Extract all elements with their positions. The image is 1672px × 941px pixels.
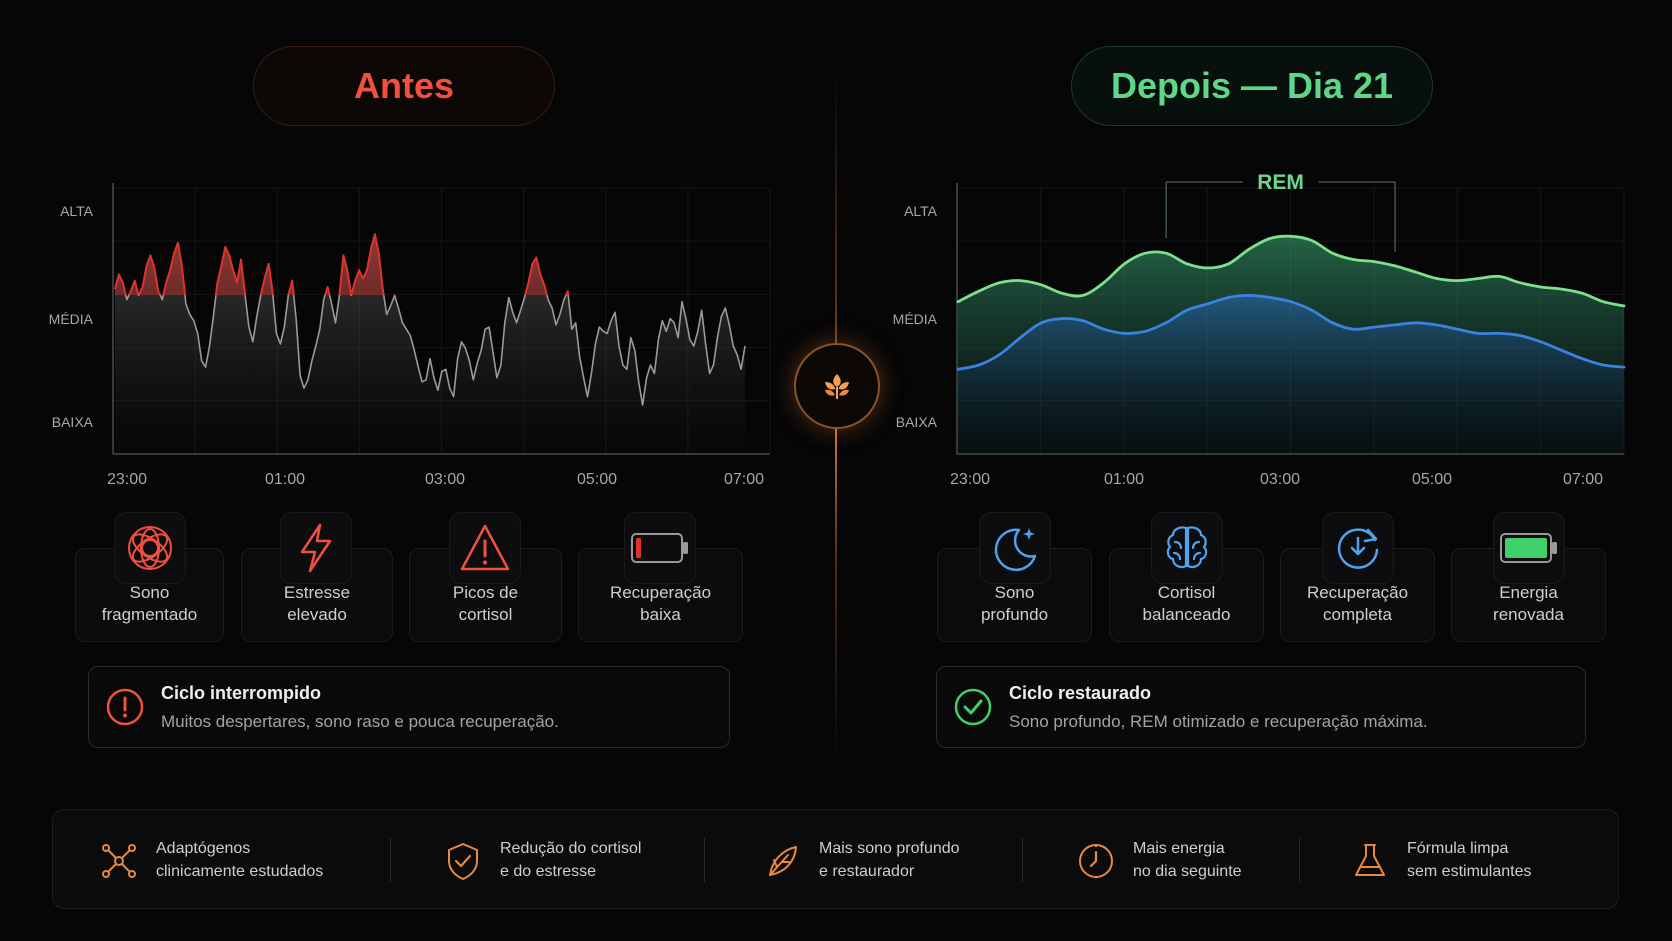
y-tick-label: BAIXA — [52, 414, 94, 430]
y-tick-label: ALTA — [904, 203, 938, 219]
x-tick-label: 05:00 — [1412, 471, 1452, 488]
card-label: Energia renovada — [1493, 583, 1564, 624]
rem-annotation-label: REM — [1257, 171, 1304, 194]
card-icon-tile — [1322, 512, 1394, 584]
check-circle-icon — [954, 688, 992, 726]
before-peak-line — [114, 233, 570, 295]
status-description: Sono profundo, REM otimizado e recuperaç… — [1009, 712, 1428, 731]
footer-separator — [1299, 838, 1300, 882]
card-label: Recuperação baixa — [609, 583, 712, 624]
card-label: Sono fragmentado — [101, 583, 198, 624]
benefits-footer: Adaptógenos clinicamente estudados Reduç… — [52, 809, 1619, 909]
after-sleep-chart: ALTA MÉDIA BAIXA 23:00 01:00 03:00 05:00 07:00 R… — [893, 171, 1626, 488]
card-icon-tile — [1151, 512, 1223, 584]
x-tick-label: 23:00 — [107, 471, 147, 488]
y-tick-label: MÉDIA — [49, 311, 94, 327]
after-blue-series-line — [956, 293, 1626, 371]
center-emblem — [794, 343, 880, 429]
card-label: Estresse elevado — [283, 583, 351, 624]
refresh-circle-icon — [1337, 528, 1379, 569]
after-title: Depois — Dia 21 — [1071, 46, 1433, 126]
x-tick-label: 03:00 — [425, 471, 465, 488]
footer-separator — [704, 838, 705, 882]
status-title: Ciclo restaurado — [1009, 683, 1152, 703]
benefit-text: Redução do cortisol e do estresse — [500, 840, 642, 880]
status-box-interrupted: Ciclo interrompido Muitos despertares, s… — [88, 666, 730, 748]
battery-full-icon — [1500, 533, 1557, 563]
card-icon-tile — [280, 512, 352, 584]
clock-icon — [1079, 844, 1113, 878]
status-title: Ciclo interrompido — [161, 683, 322, 703]
brain-icon — [1166, 526, 1208, 569]
card-label: Recuperação completa — [1306, 583, 1409, 624]
before-sleep-chart: ALTA MÉDIA BAIXA 23:00 01:00 03:00 05:00 07:00 — [49, 183, 771, 488]
card-label: Picos de cortisol — [452, 583, 519, 624]
sprout-icon — [825, 374, 849, 399]
card-icon-tile — [1493, 512, 1565, 584]
card-icon-tile — [449, 512, 521, 584]
before-area-fill — [115, 234, 745, 454]
alert-circle-icon — [106, 688, 144, 726]
benefit-text: Mais sono profundo e restaurador — [819, 840, 960, 880]
footer-separator — [390, 838, 391, 882]
benefit-text: Adaptógenos clinicamente estudados — [156, 840, 324, 880]
x-tick-label: 01:00 — [265, 471, 305, 488]
before-title: Antes — [253, 46, 555, 126]
status-box-restored: Ciclo restaurado Sono profundo, REM otim… — [936, 666, 1586, 748]
card-label: Sono profundo — [980, 583, 1049, 624]
x-tick-label: 07:00 — [1563, 471, 1603, 488]
shield-check-icon — [448, 843, 478, 880]
warning-triangle-icon — [460, 524, 510, 571]
battery-low-icon — [631, 533, 688, 563]
card-icon-tile — [624, 512, 696, 584]
footer-separator — [1022, 838, 1023, 882]
leaf-icon — [769, 846, 797, 876]
y-tick-label: BAIXA — [896, 414, 938, 430]
y-tick-label: MÉDIA — [893, 311, 938, 327]
x-tick-label: 07:00 — [724, 471, 764, 488]
card-icon-tile — [114, 512, 186, 584]
card-icon-tile — [979, 512, 1051, 584]
y-tick-label: ALTA — [60, 203, 94, 219]
after-green-series-line — [956, 234, 1626, 308]
lightning-bolt-icon — [300, 523, 332, 573]
x-tick-label: 01:00 — [1104, 471, 1144, 488]
x-tick-label: 23:00 — [950, 471, 990, 488]
after-blue-series-fill — [958, 295, 1624, 454]
moon-star-icon — [994, 528, 1037, 572]
tangled-knot-icon — [128, 526, 172, 570]
x-tick-label: 05:00 — [577, 471, 617, 488]
before-peak-fill — [115, 234, 569, 295]
benefit-text: Fórmula limpa sem estimulantes — [1407, 840, 1532, 880]
card-label: Cortisol balanceado — [1142, 583, 1231, 624]
molecule-icon — [102, 844, 136, 878]
status-description: Muitos despertares, sono raso e pouca re… — [161, 712, 559, 731]
x-tick-label: 03:00 — [1260, 471, 1300, 488]
flask-icon — [1355, 844, 1385, 876]
benefit-text: Mais energia no dia seguinte — [1133, 840, 1242, 880]
